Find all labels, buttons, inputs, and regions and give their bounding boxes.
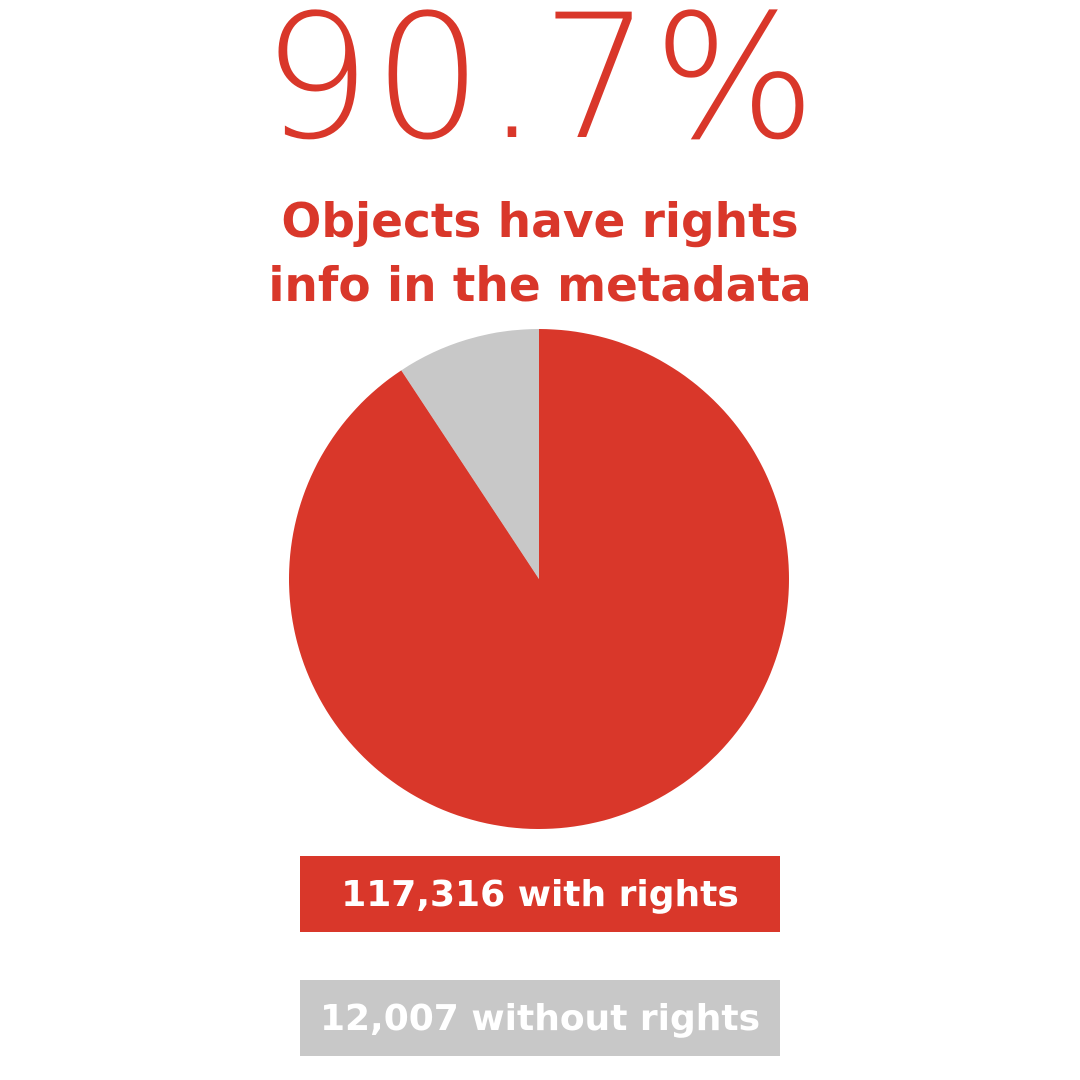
- pie-chart: [289, 329, 789, 829]
- headline-subtitle: Objects have rights info in the metadata: [0, 190, 1080, 318]
- subtitle-line-2: info in the metadata: [268, 258, 812, 313]
- legend-without-rights-label: 12,007 without rights: [319, 997, 761, 1039]
- subtitle-line-1: Objects have rights: [281, 194, 799, 249]
- legend-with-rights: 117,316 with rights: [300, 856, 780, 932]
- pie-slice-without-rights: [401, 329, 539, 579]
- legend-without-rights: 12,007 without rights: [300, 980, 780, 1056]
- legend-with-rights-label: 117,316 with rights: [341, 873, 739, 915]
- headline-percent: 90.7%: [261, 0, 819, 178]
- pie-slice-with-rights: [289, 329, 789, 829]
- pie-chart-svg: [289, 329, 789, 829]
